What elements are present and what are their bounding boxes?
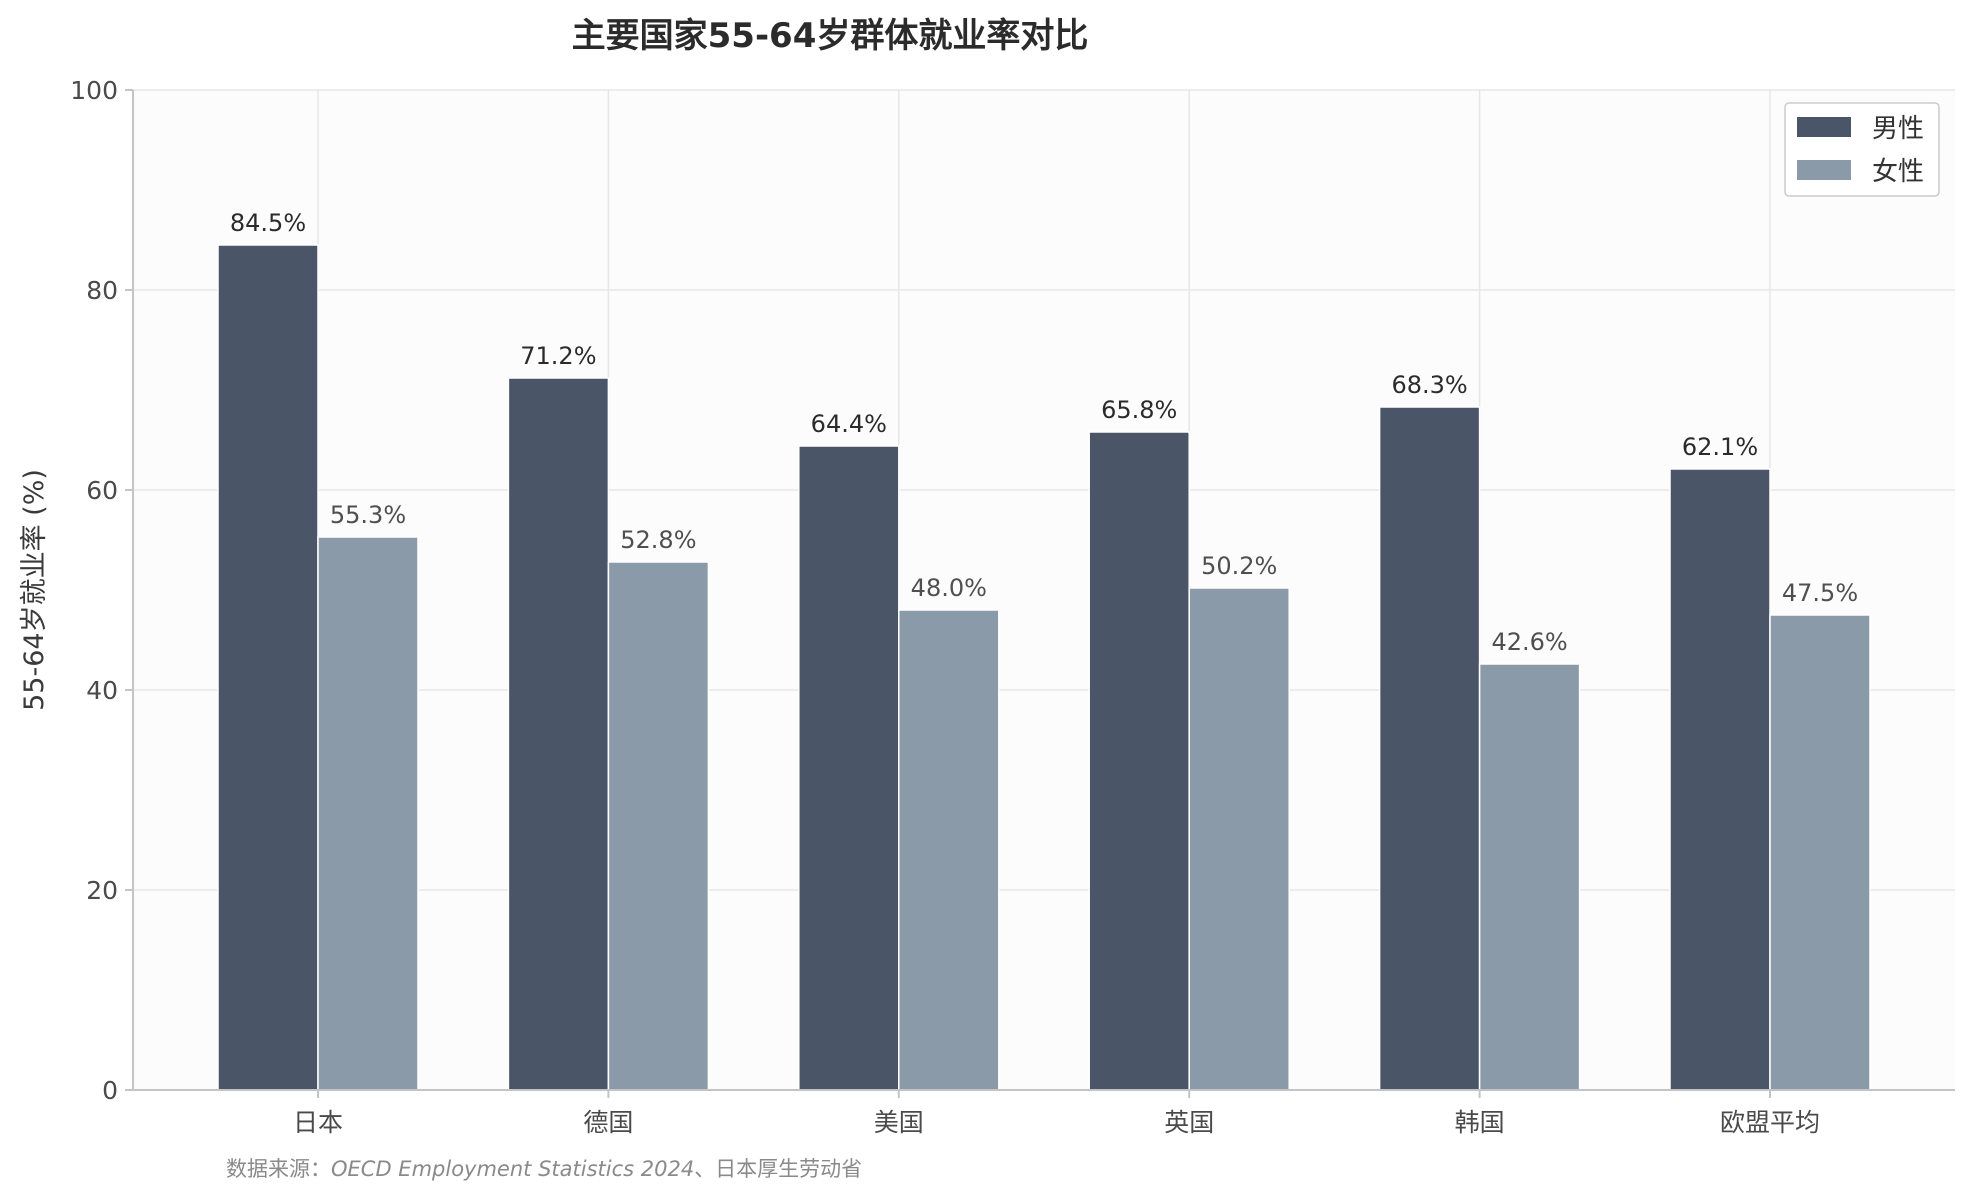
x-tick-label-2: 美国 — [874, 1108, 924, 1137]
bar-male-0 — [217, 244, 319, 1091]
bar-female-2 — [898, 609, 1000, 1091]
x-tick-label-1: 德国 — [583, 1108, 633, 1137]
data-label-female-2: 48.0% — [911, 574, 987, 602]
bar-female-0 — [317, 536, 419, 1091]
bar-female-3 — [1188, 587, 1290, 1091]
y-tick-label-1: 20 — [86, 876, 118, 905]
bar-female-4 — [1478, 663, 1581, 1091]
legend-label-female: 女性 — [1872, 157, 1924, 187]
source-note: 数据来源：OECD Employment Statistics 2024、日本厚… — [226, 1157, 862, 1181]
bars — [217, 244, 1871, 1091]
legend: 男性 女性 — [1784, 102, 1940, 197]
y-tick-label-2: 40 — [86, 676, 118, 705]
data-label-female-5: 47.5% — [1782, 579, 1858, 607]
data-label-male-3: 65.8% — [1101, 396, 1177, 424]
data-label-female-0: 55.3% — [330, 501, 406, 529]
data-labels: 84.5% 71.2% 64.4% 65.8% 68.3% 62.1% 55.3% 52.8%… — [230, 209, 1858, 656]
y-tick-label-5: 100 — [70, 76, 118, 105]
legend-label-male: 男性 — [1872, 114, 1924, 144]
data-label-male-4: 68.3% — [1391, 371, 1467, 399]
bar-female-1 — [607, 561, 710, 1091]
x-tick-labels: 日本 德国 美国 英国 韩国 欧盟平均 — [293, 1108, 1820, 1137]
x-tick-label-5: 欧盟平均 — [1720, 1108, 1820, 1137]
source-note-suffix: 、日本厚生劳动省 — [694, 1157, 862, 1181]
bar-male-1 — [507, 377, 610, 1091]
bar-male-3 — [1088, 431, 1190, 1091]
x-tick-label-4: 韩国 — [1455, 1108, 1505, 1137]
data-label-female-3: 50.2% — [1201, 552, 1277, 580]
chart-title: 主要国家55-64岁群体就业率对比 — [572, 16, 1089, 56]
data-label-male-1: 71.2% — [520, 342, 596, 370]
legend-swatch-female — [1797, 160, 1851, 180]
bar-female-5 — [1769, 614, 1871, 1091]
bar-male-4 — [1378, 406, 1481, 1091]
y-tick-label-0: 0 — [102, 1076, 118, 1105]
legend-swatch-male — [1797, 117, 1851, 137]
plot-area — [133, 90, 1955, 1090]
source-note-prefix: 数据来源： — [226, 1157, 331, 1181]
y-tick-label-3: 60 — [86, 476, 118, 505]
bar-male-5 — [1669, 468, 1771, 1091]
y-tick-labels: 0 20 40 60 80 100 — [70, 76, 118, 1105]
y-axis-label: 55-64岁就业率 (%) — [19, 469, 50, 711]
data-label-female-4: 42.6% — [1491, 628, 1567, 656]
data-label-male-2: 64.4% — [811, 410, 887, 438]
data-label-female-1: 52.8% — [620, 526, 696, 554]
data-label-male-0: 84.5% — [230, 209, 306, 237]
axes — [125, 89, 1955, 1098]
x-tick-label-0: 日本 — [293, 1108, 343, 1137]
y-tick-label-4: 80 — [86, 276, 118, 305]
data-label-male-5: 62.1% — [1682, 433, 1758, 461]
source-note-title: OECD Employment Statistics 2024 — [331, 1157, 694, 1181]
x-tick-label-3: 英国 — [1164, 1108, 1214, 1137]
bar-male-2 — [798, 445, 900, 1091]
